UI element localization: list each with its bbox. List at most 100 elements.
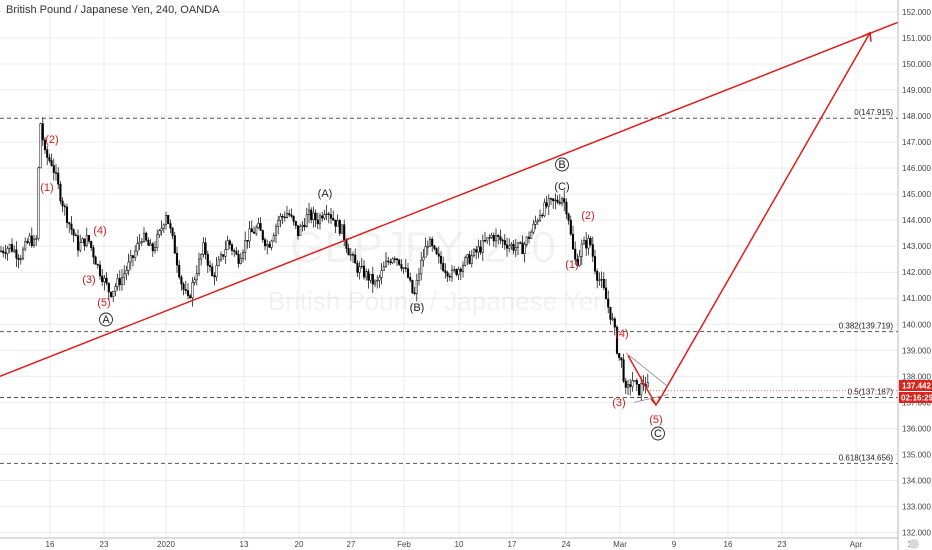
tradingview-logo[interactable]: [909, 539, 919, 549]
wave-label[interactable]: (2): [581, 210, 594, 222]
candle-body: [43, 139, 47, 150]
candle-body: [545, 202, 548, 207]
candle-body: [131, 255, 135, 258]
price-tick-label: 142.000: [902, 268, 931, 277]
candle-body: [391, 258, 394, 264]
candle-body: [41, 123, 44, 141]
candle-body: [48, 157, 51, 161]
candle-body: [457, 268, 460, 275]
candle-body: [472, 249, 476, 257]
candle-body: [547, 198, 550, 207]
candle-body: [37, 167, 40, 239]
candle-body: [237, 254, 240, 264]
projection-down-line[interactable]: [627, 355, 657, 406]
candle-body: [490, 235, 493, 238]
fib-level-label: 0.382(139.719): [839, 322, 894, 331]
candle-body: [272, 235, 275, 242]
fibonacci-levels[interactable]: 0(147.915) 0.382(139.719) 0.5(137.187) 0.61…: [0, 108, 898, 464]
candle-body: [512, 244, 515, 251]
wave-label[interactable]: B: [558, 159, 565, 171]
wave-label[interactable]: (C): [554, 181, 569, 193]
candle-body: [325, 213, 328, 215]
fib-level-label: 0.618(134.656): [839, 453, 894, 462]
candle-body: [252, 231, 256, 234]
candle-body: [30, 235, 33, 246]
candle-body: [312, 212, 315, 221]
candle-body: [299, 226, 302, 236]
drawing-objects[interactable]: [0, 21, 899, 407]
candle-body: [398, 259, 401, 265]
wave-label[interactable]: (5): [97, 297, 110, 309]
trend-line[interactable]: [0, 21, 899, 378]
candle-body: [640, 382, 643, 396]
candle-body: [505, 244, 509, 249]
candle-body: [580, 243, 583, 257]
countdown-badge: [899, 392, 932, 403]
wave-label[interactable]: (4): [615, 328, 628, 340]
time-tick-label: 23: [100, 540, 109, 549]
candle-body: [371, 274, 374, 285]
wedge-lines[interactable]: [625, 352, 669, 403]
wave-label[interactable]: C: [654, 428, 662, 440]
wave-label[interactable]: (5): [649, 414, 662, 426]
candle-body: [389, 261, 392, 264]
candle-body: [90, 241, 93, 248]
candle-body: [431, 238, 434, 247]
candle-body: [582, 240, 586, 245]
candle-body: [593, 256, 597, 272]
candle-body: [393, 258, 396, 260]
wave-label[interactable]: (1): [565, 259, 578, 271]
candle-body: [116, 278, 119, 287]
candle-body: [602, 279, 605, 289]
candle-body: [32, 238, 36, 246]
tradingview-logo-icon[interactable]: [909, 539, 919, 549]
candle-body: [120, 277, 124, 285]
time-tick-label: 23: [778, 540, 787, 549]
candle-body: [356, 262, 359, 273]
candle-body: [101, 275, 104, 283]
price-tick-label: 145.000: [902, 190, 931, 199]
candle-body: [79, 242, 82, 251]
projection-up-line[interactable]: [657, 32, 871, 403]
candle-body: [338, 220, 341, 234]
candle-body: [239, 258, 242, 264]
candle-body: [400, 264, 403, 269]
candle-body: [554, 199, 557, 202]
candle-body: [228, 240, 231, 245]
price-axis[interactable]: 152.000 151.000 150.000 149.000 148.000 147.0…: [897, 0, 931, 550]
candle-body: [127, 261, 130, 271]
time-tick-label: 27: [347, 540, 356, 549]
wave-label[interactable]: (4): [93, 225, 106, 237]
candle-body: [222, 254, 225, 257]
candle-body: [362, 265, 366, 278]
candle-body: [633, 380, 636, 382]
candle-body: [109, 291, 113, 297]
wave-label[interactable]: (A): [318, 188, 333, 200]
candle-body: [637, 383, 641, 396]
candle-body: [618, 353, 621, 358]
candle-body: [358, 266, 361, 273]
time-tick-label: Apr: [850, 540, 863, 549]
candle-body: [57, 172, 60, 185]
wave-label[interactable]: (3): [612, 397, 625, 409]
wave-label[interactable]: (3): [82, 274, 95, 286]
wave-label[interactable]: (B): [410, 302, 425, 314]
candle-body: [646, 382, 649, 388]
elliott-wave-labels[interactable]: (2)(1)(4)(3)(5)A(A)(B)B(C)(2)(1)(4)(3)(5…: [40, 134, 665, 441]
candle-body: [213, 275, 216, 278]
candle-body: [494, 235, 498, 242]
wave-label[interactable]: (2): [45, 134, 58, 146]
candle-body: [620, 357, 623, 361]
wave-label[interactable]: (1): [40, 182, 53, 194]
wave-label[interactable]: A: [102, 314, 110, 326]
chart-title: British Pound / Japanese Yen, 240, OANDA: [6, 4, 220, 16]
candlestick-series: [0, 117, 649, 402]
candle-body: [145, 232, 148, 241]
candle-body: [76, 235, 80, 251]
candle-body: [24, 241, 27, 250]
candle-body: [519, 242, 522, 244]
candle-body: [164, 215, 168, 226]
